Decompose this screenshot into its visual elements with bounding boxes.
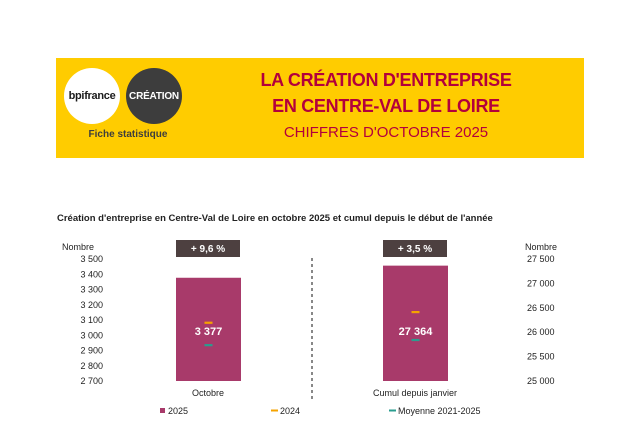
y-tick-label-1-3: 26 500	[527, 303, 555, 313]
y-tick-label-0-3: 3 000	[80, 330, 103, 340]
fiche-label: Fiche statistique	[88, 129, 168, 140]
y-tick-label-0-7: 3 400	[80, 269, 103, 279]
data-label-0: 3 377	[195, 326, 223, 338]
y-tick-label-1-5: 27 500	[527, 254, 555, 264]
y-tick-label-0-2: 2 900	[80, 346, 103, 356]
category-label-1: Cumul depuis janvier	[373, 388, 457, 398]
legend-label-2: Moyenne 2021-2025	[398, 406, 481, 416]
y-tick-label-0-1: 2 800	[80, 361, 103, 371]
category-label-0: Octobre	[192, 388, 224, 398]
legend-label-1: 2024	[280, 406, 300, 416]
creation-logo-text: CRÉATION	[129, 90, 179, 102]
creation-logo: CRÉATION	[126, 68, 182, 124]
legend-swatch-0	[160, 408, 165, 413]
chart-title: Création d'entreprise en Centre-Val de L…	[57, 213, 493, 224]
change-badge-0	[176, 240, 240, 257]
y-tick-label-0-6: 3 300	[80, 285, 103, 295]
y-axis-label-1: Nombre	[525, 242, 557, 252]
bar-2025-0	[176, 277, 241, 381]
banner-title-line2: EN CENTRE-VAL DE LOIRE	[272, 96, 500, 116]
y-tick-label-1-4: 27 000	[527, 278, 555, 288]
y-axis-label-0: Nombre	[62, 242, 94, 252]
y-tick-label-1-2: 26 000	[527, 327, 555, 337]
change-badge-1	[383, 240, 447, 257]
bar-2025-1	[383, 265, 448, 381]
y-tick-label-0-8: 3 500	[80, 254, 103, 264]
change-badge-label-1: + 3,5 %	[398, 244, 432, 255]
bpifrance-logo: bpifrance	[64, 68, 120, 124]
banner-title-line1: LA CRÉATION D'ENTREPRISE	[260, 70, 512, 90]
bpifrance-logo-text: bpifrance	[68, 90, 116, 102]
y-tick-label-0-0: 2 700	[80, 376, 103, 386]
legend-label-0: 2025	[168, 406, 188, 416]
banner-period: CHIFFRES D'OCTOBRE 2025	[283, 124, 489, 141]
y-tick-label-1-0: 25 000	[527, 376, 555, 386]
change-badge-label-0: + 9,6 %	[191, 244, 225, 255]
data-label-1: 27 364	[399, 326, 434, 338]
y-tick-label-0-5: 3 200	[80, 300, 103, 310]
header-banner: bpifrance CRÉATION Fiche statistique LA …	[56, 58, 584, 158]
y-tick-label-1-1: 25 500	[527, 352, 555, 362]
y-tick-label-0-4: 3 100	[80, 315, 103, 325]
